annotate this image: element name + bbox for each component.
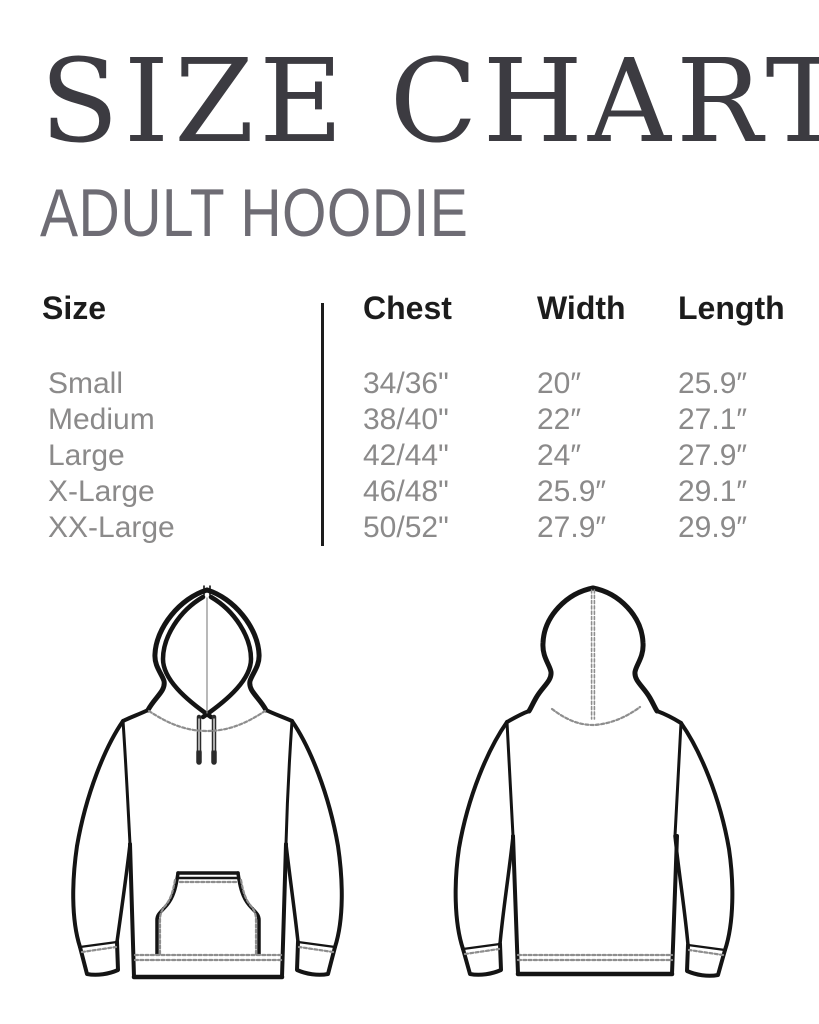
- cell-size: XX-Large: [48, 511, 175, 544]
- table-row: XX-Large 50/52" 27.9″ 29.9″: [0, 510, 819, 546]
- size-table-body: Small 34/36" 20″ 25.9″ Medium 38/40" 22″…: [0, 366, 819, 550]
- cell-length: 29.1″: [678, 475, 748, 508]
- cell-chest: 34/36": [363, 367, 449, 400]
- cell-chest: 46/48": [363, 475, 449, 508]
- cell-width: 27.9″: [537, 511, 607, 544]
- cell-size: Small: [48, 367, 124, 400]
- cell-chest: 42/44": [363, 439, 449, 472]
- column-header-chest: Chest: [363, 290, 452, 326]
- cell-size: Medium: [48, 403, 155, 436]
- column-header-size: Size: [42, 290, 107, 326]
- cell-width: 20″: [537, 367, 581, 400]
- cell-length: 27.1″: [678, 403, 748, 436]
- page-subtitle: ADULT HOODIE: [40, 175, 469, 251]
- table-divider-line: [321, 303, 324, 546]
- size-table-header: Size Chest Width Length: [0, 290, 819, 326]
- hoodie-front-figure: [71, 585, 344, 980]
- column-header-length: Length: [678, 290, 785, 326]
- cell-width: 24″: [537, 439, 581, 472]
- cell-chest: 50/52": [363, 511, 449, 544]
- cell-width: 25.9″: [537, 475, 607, 508]
- cell-width: 22″: [537, 403, 581, 436]
- cell-length: 29.9″: [678, 511, 748, 544]
- cell-length: 27.9″: [678, 439, 748, 472]
- table-row: Small 34/36" 20″ 25.9″: [0, 366, 819, 402]
- hoodie-back-figure: [453, 585, 735, 978]
- cell-size: Large: [48, 439, 125, 472]
- column-header-width: Width: [537, 290, 626, 326]
- cell-length: 25.9″: [678, 367, 748, 400]
- cell-size: X-Large: [48, 475, 155, 508]
- cell-chest: 38/40": [363, 403, 449, 436]
- page-title: SIZE CHART: [40, 35, 819, 169]
- table-row: Medium 38/40" 22″ 27.1″: [0, 402, 819, 438]
- table-row: X-Large 46/48" 25.9″ 29.1″: [0, 474, 819, 510]
- table-row: Large 42/44" 24″ 27.9″: [0, 438, 819, 474]
